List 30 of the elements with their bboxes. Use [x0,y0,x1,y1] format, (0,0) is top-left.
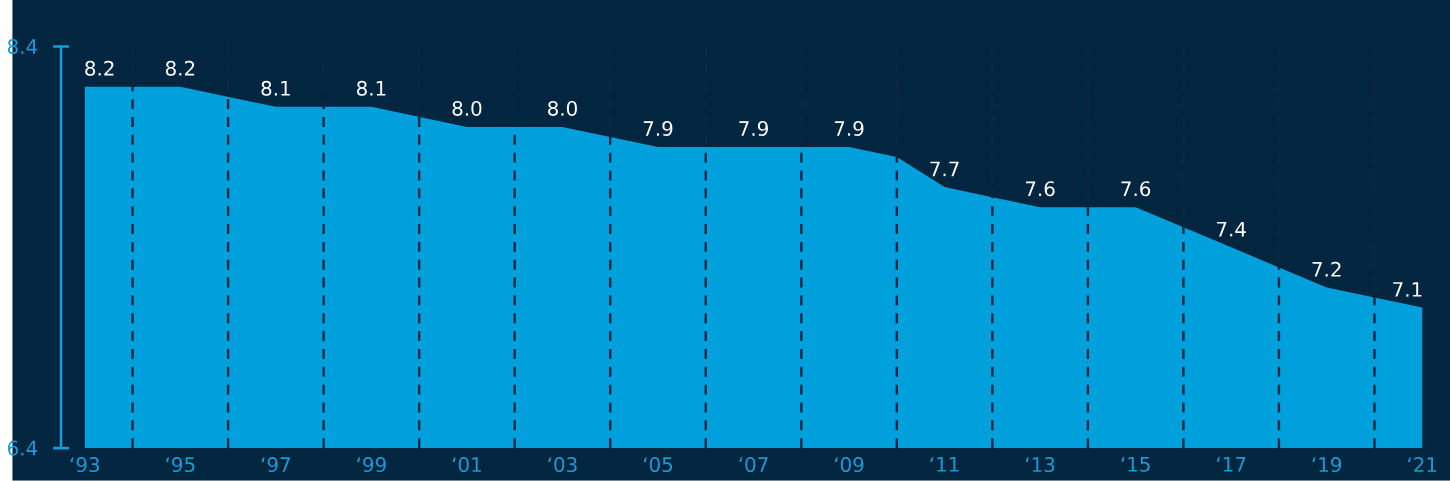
x-tick-label: ‘07 [739,457,768,473]
x-tick-label: ‘93 [70,457,99,473]
x-tick-label: ‘01 [452,457,481,473]
x-tick-label: ‘19 [1312,457,1342,473]
data-label: 7.7 [930,161,959,177]
x-tick-label: ‘03 [548,457,577,473]
data-label: 8.1 [261,80,290,96]
data-label: 8.2 [165,60,195,76]
x-tick-label: ‘21 [1408,457,1437,472]
x-tick-label: ‘17 [1217,457,1246,472]
data-label: 7.1 [1393,282,1422,297]
x-tick-label: ‘15 [1121,457,1150,472]
x-tick-label: ‘11 [930,457,959,472]
data-label: 8.2 [85,60,114,76]
x-tick-label: ‘13 [1026,457,1055,473]
data-label: 7.4 [1217,222,1246,237]
data-label: 7.2 [1312,261,1341,277]
x-tick-label: ‘97 [261,457,290,473]
x-tick-label: ‘05 [643,457,673,473]
data-label: 7.9 [739,121,768,137]
data-label: 8.1 [356,80,386,96]
x-tick-label: ‘09 [834,457,864,473]
data-label: 7.9 [643,121,673,137]
data-label: 7.9 [834,121,864,137]
data-label: 7.6 [1121,181,1151,197]
data-label: 8.0 [452,100,482,116]
data-label: 7.6 [1025,181,1055,197]
data-label: 8.0 [548,100,577,116]
x-tick-label: ‘95 [166,457,195,473]
x-tick-label: ‘99 [357,457,386,473]
